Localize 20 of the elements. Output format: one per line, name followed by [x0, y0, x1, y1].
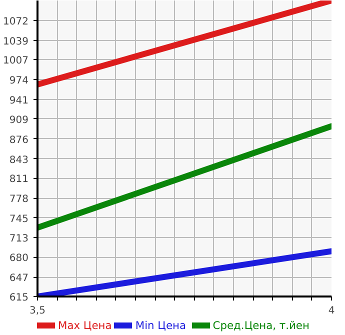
y-tick-label: 909	[9, 114, 29, 126]
legend-label: Max Цена	[58, 318, 112, 332]
y-tick-label: 1039	[3, 36, 29, 48]
y-tick-label: 778	[9, 194, 29, 206]
y-tick-label: 941	[9, 96, 29, 107]
y-tick-label: 974	[9, 76, 29, 87]
x-tick-label: 4	[328, 306, 335, 316]
legend-label: Min Цена	[135, 318, 186, 332]
y-tick-label: 843	[9, 154, 29, 166]
y-tick-label: 745	[9, 214, 29, 225]
y-tick-label: 1007	[3, 56, 29, 67]
y-tick-label: 647	[9, 273, 29, 284]
y-tick-label: 1072	[3, 16, 29, 28]
legend-label: Сред.Цена, т.йен	[212, 318, 310, 332]
y-tick-label: 713	[9, 233, 29, 244]
y-tick-label: 615	[9, 292, 29, 304]
y-tick-label: 680	[9, 253, 29, 264]
x-tick-label: 3,5	[30, 306, 46, 316]
y-tick-label: 811	[9, 174, 29, 186]
y-tick-label: 876	[9, 134, 29, 146]
